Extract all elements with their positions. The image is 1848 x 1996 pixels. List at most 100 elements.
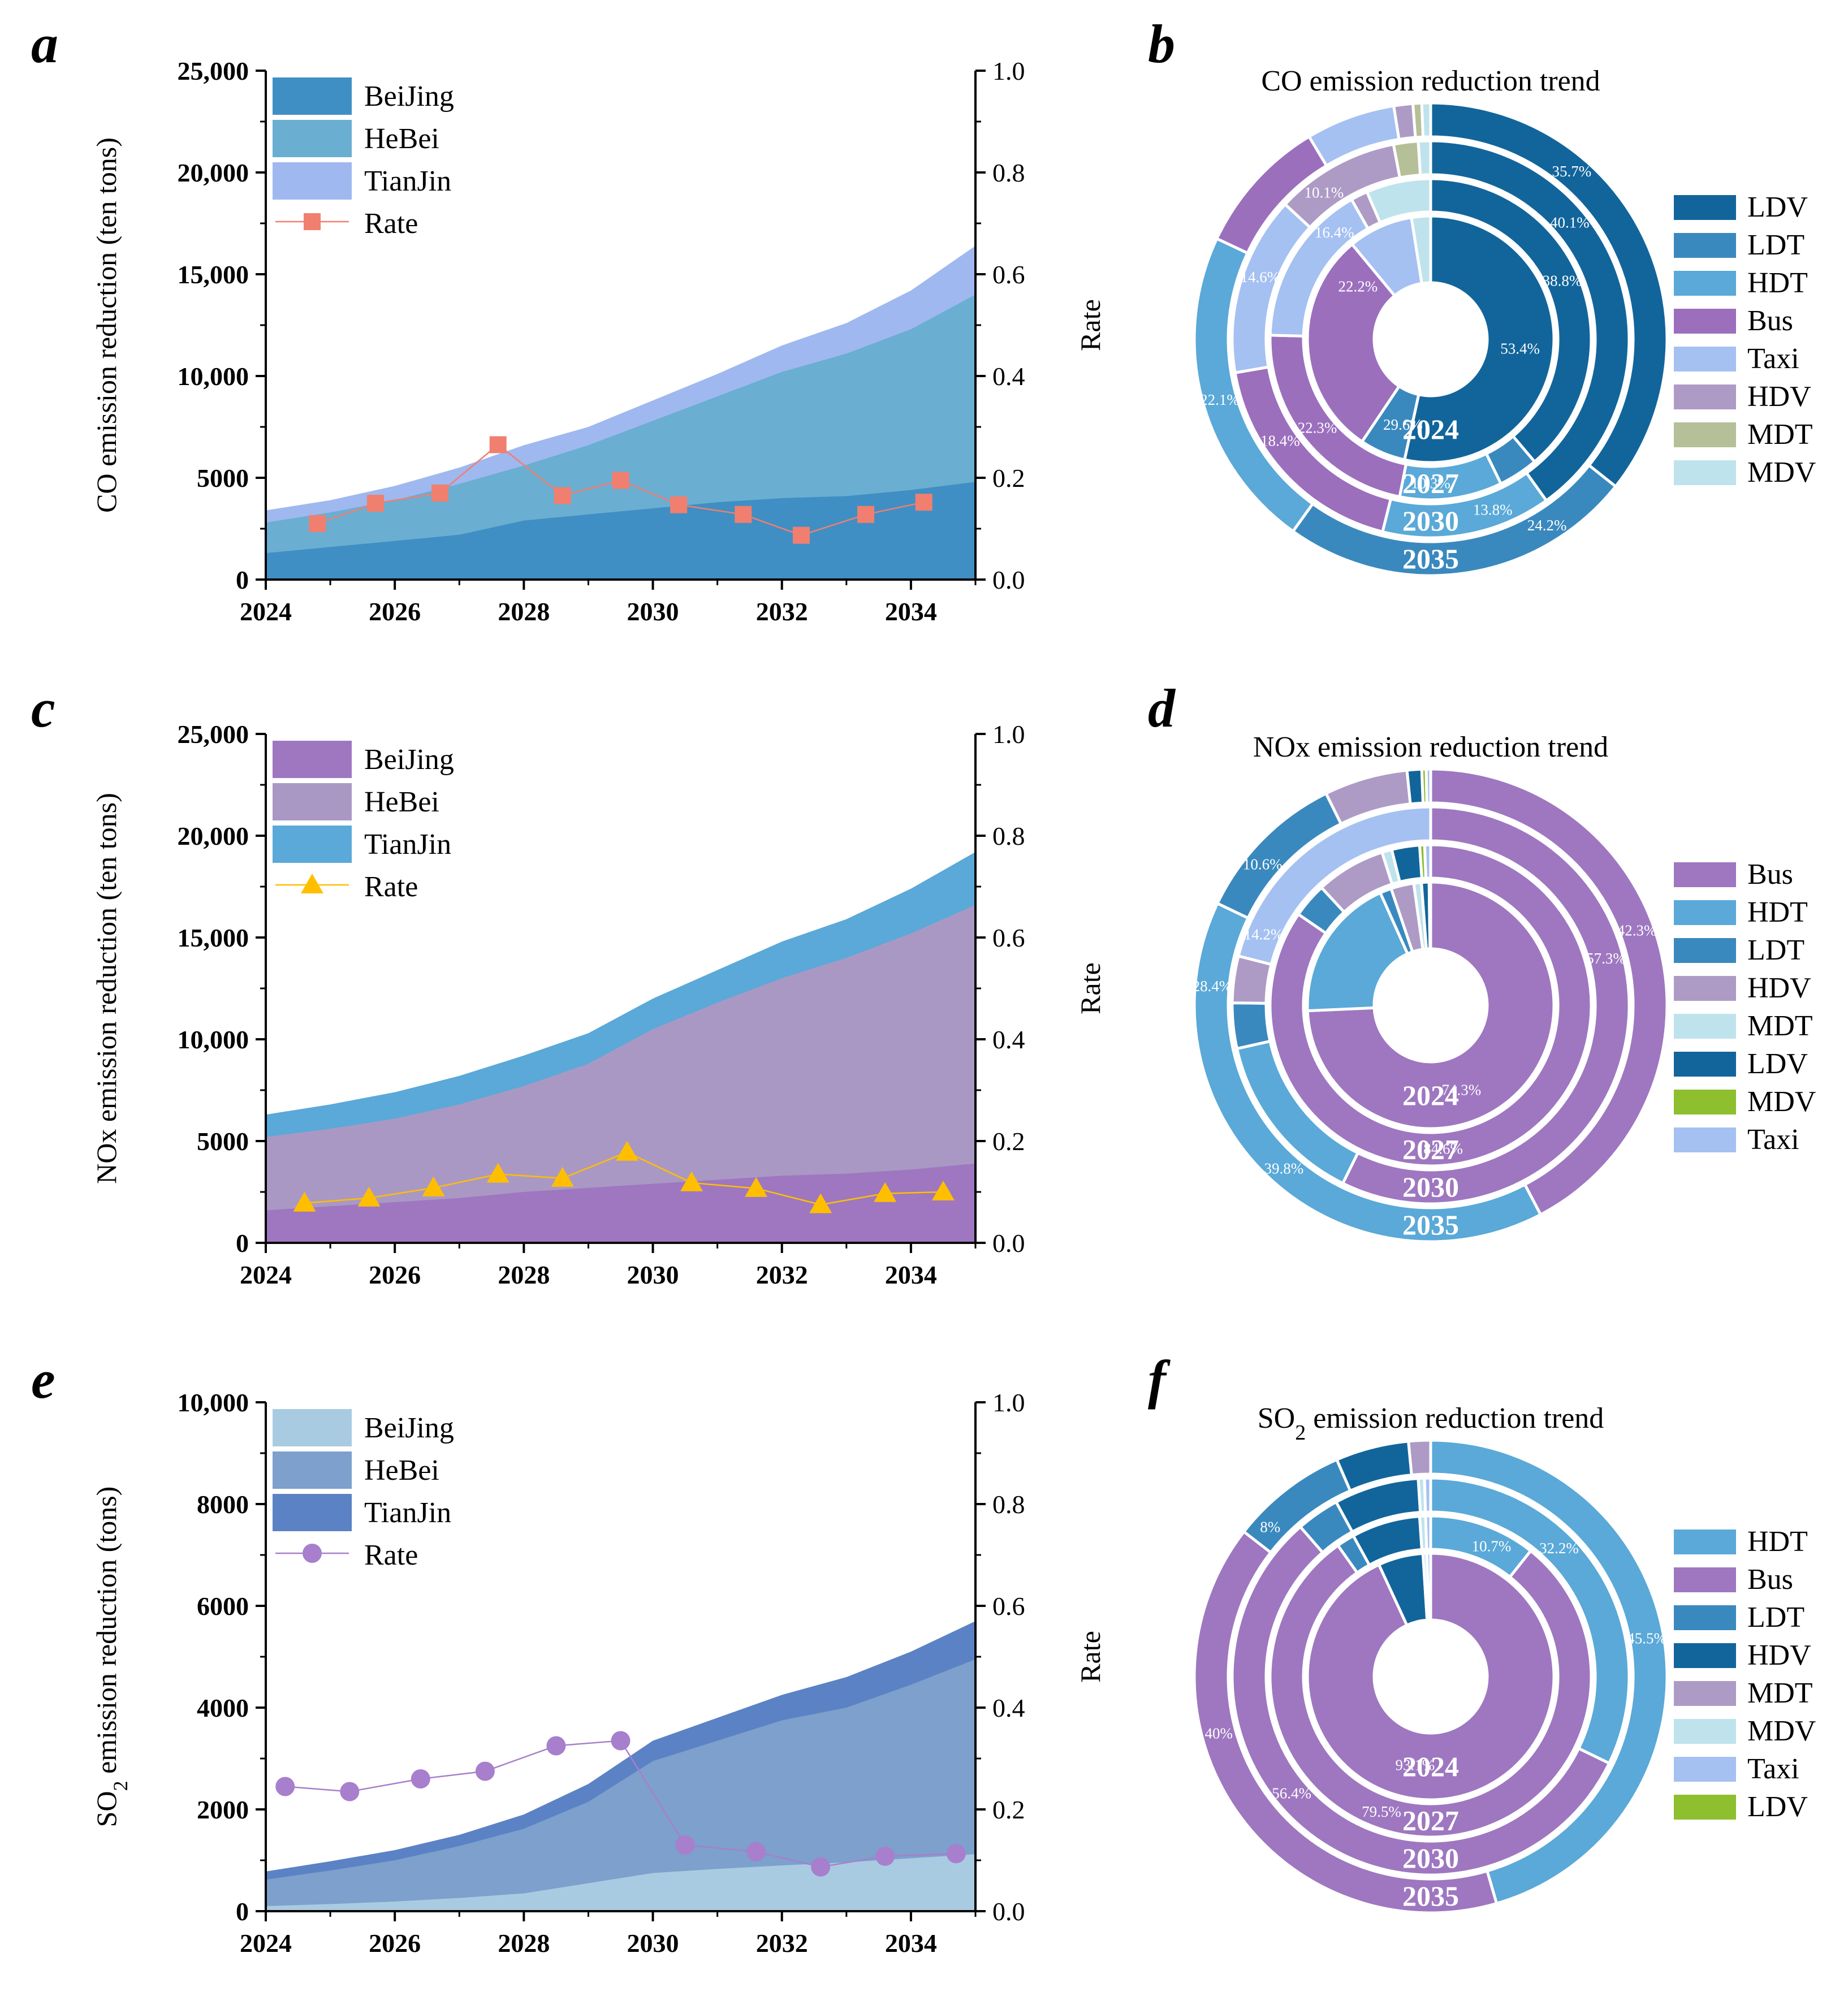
bottom-tick-label: 2026 (369, 1929, 421, 1958)
y-axis-title-main: CO emission reduction (ten tons) (90, 137, 122, 513)
rate-marker (857, 506, 875, 523)
ring-segment-2035-hdt (1193, 901, 1543, 1243)
ring-segment-2024-mdv (1410, 214, 1432, 286)
legend-swatch-beijing (273, 77, 352, 115)
ring-segment-2035-hdt (1429, 1438, 1669, 1906)
y-axis-title: CO emission reduction (ten tons) (90, 137, 122, 513)
left-tick-label: 8000 (197, 1490, 249, 1519)
ring-percent-label: 18.4% (1260, 433, 1300, 450)
area-series-hebei (266, 1659, 975, 1911)
legend-label: Taxi (1747, 1124, 1799, 1156)
donut-chart-f: f SO2 emission reduction trend 93.1% 79.5% 5… (1148, 1349, 1816, 1915)
right-tick-label: 0.4 (992, 1693, 1025, 1722)
ring-year-label: 2030 (1402, 1171, 1459, 1203)
legend-label: LDT (1747, 934, 1804, 966)
area-chart-a: a 25,000 20,000 15,000 10,000 5000 0 1.0 0.8 0.6 0… (31, 14, 1106, 626)
legend-label: BeiJing (364, 80, 454, 113)
rate-marker (874, 1182, 897, 1202)
legend-swatch-bus (1674, 862, 1736, 887)
left-tick-label: 15,000 (178, 260, 249, 289)
ring-percent-label: 42.3% (1617, 922, 1657, 939)
legend-label: Taxi (1747, 1753, 1799, 1785)
rate-marker (309, 515, 326, 532)
ring-year-label: 2027 (1402, 1805, 1459, 1837)
legend-label: MDT (1747, 1010, 1813, 1042)
donut-chart-b: b CO emission reduction trend 53.4% 29.6% 22… (1148, 14, 1816, 577)
legend-label: Bus (1747, 305, 1793, 337)
area-chart-e: e 10,000 8000 6000 4000 2000 0 1.0 0.8 0.6 0.4 0.2 0… (31, 1349, 1106, 1958)
rate-marker (551, 1167, 574, 1187)
ring-segment-2024-bus (1306, 242, 1401, 444)
legend-label: MDT (1747, 1677, 1813, 1709)
legend-rate-marker (304, 213, 321, 230)
ring-segment-2027-bus (1268, 843, 1593, 1168)
bottom-tick-label: 2032 (756, 597, 808, 626)
ring-percent-label: 8% (1260, 1518, 1280, 1535)
ring-percent-label: 10.6% (1243, 856, 1283, 873)
ring-segment-2035-bus (1429, 767, 1669, 1217)
rate-marker (931, 1181, 955, 1200)
left-tick-label: 10,000 (178, 1025, 249, 1054)
right-tick-label: 0.0 (992, 565, 1025, 594)
pie-title: NOx emission reduction trend (1253, 731, 1608, 763)
ring-percent-label: 57.3% (1586, 950, 1626, 967)
rate-marker (946, 1844, 966, 1864)
ring-percent-label: 74.3% (1442, 1081, 1482, 1098)
ring-segment-2030-ldv (1429, 139, 1631, 503)
ring-percent-label: 10.1% (1304, 184, 1344, 201)
rate-marker (875, 1846, 895, 1866)
right-tick-label: 0.2 (992, 1127, 1025, 1156)
right-tick-label: 0.4 (992, 362, 1025, 391)
ring-segment-2035-taxi (1424, 767, 1432, 805)
right-tick-label: 0.0 (992, 1897, 1025, 1926)
right-tick-label: 0.2 (992, 464, 1025, 492)
ring-year-label: 2027 (1402, 468, 1459, 499)
ring-segment-2024-ldv (1402, 214, 1556, 464)
legend-swatch-ldv (1674, 195, 1736, 220)
ring-percent-label: 56.4% (1272, 1785, 1311, 1801)
legend-label: MDT (1747, 418, 1813, 451)
ring-percent-label: 38.8% (1543, 272, 1582, 289)
rate-marker (745, 1177, 768, 1197)
rate-marker (615, 1140, 638, 1161)
left-tick-label: 5000 (197, 1127, 249, 1156)
rate-marker (546, 1736, 566, 1756)
ring-percent-label: 22.1% (1200, 391, 1240, 408)
bottom-tick-label: 2032 (756, 1929, 808, 1958)
ring-percent-label: 16.4% (1315, 224, 1354, 241)
bottom-tick-label: 2030 (627, 1929, 679, 1958)
pie-title-sub: 2 (1295, 1421, 1306, 1445)
left-tick-label: 0 (236, 1897, 249, 1926)
right-tick-label: 1.0 (992, 57, 1025, 85)
ring-year-label: 2027 (1402, 1134, 1459, 1165)
legend-label: HDT (1747, 267, 1808, 299)
right-tick-label: 0.6 (992, 260, 1025, 289)
legend-label: TianJin (364, 1497, 451, 1529)
bottom-tick-label: 2024 (240, 1260, 292, 1289)
right-tick-label: 1.0 (992, 720, 1025, 749)
legend-label: HDV (1747, 1639, 1811, 1671)
legend-label: LDV (1747, 1791, 1808, 1823)
ring-segment-2030-bus (1230, 1524, 1612, 1877)
right-tick-label: 1.0 (992, 1388, 1025, 1417)
ring-segment-2035-ldv (1429, 101, 1669, 489)
ring-percent-label: 84.6% (1423, 1140, 1463, 1157)
rate-marker (366, 495, 384, 512)
y2-axis-title: Rate (1074, 299, 1106, 351)
pie-title-rest: emission reduction trend (1306, 1402, 1604, 1435)
pie-title: SO2 emission reduction trend (1258, 1402, 1604, 1445)
legend-swatch-hebei (273, 120, 352, 157)
left-tick-label: 4000 (197, 1693, 249, 1722)
legend-swatch-hdv (1674, 1643, 1736, 1668)
area-chart-c: c 25,000 20,000 15,000 10,000 5000 0 1.0 0.8 0.6 0… (31, 678, 1106, 1289)
legend-label: HDV (1747, 972, 1811, 1004)
legend-swatch-hdv (1674, 384, 1736, 409)
rate-marker (792, 526, 810, 544)
ring-year-label: 2024 (1402, 413, 1459, 445)
left-tick-label: 20,000 (178, 822, 249, 850)
y-axis-title: SO2 emission reduction (tons) (90, 1487, 132, 1827)
rate-marker (422, 1176, 445, 1196)
legend-swatch-beijing (273, 1409, 352, 1446)
ring-segment-2035-mdv (1420, 101, 1432, 139)
